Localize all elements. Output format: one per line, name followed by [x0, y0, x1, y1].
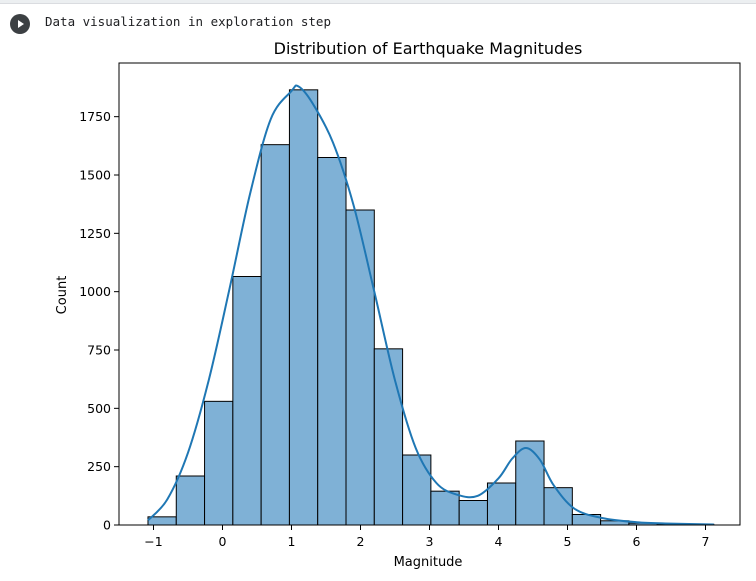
histogram-bar — [515, 440, 545, 526]
cell-text: Data visualization in exploration step — [45, 14, 331, 29]
x-tick-label: 7 — [702, 534, 710, 549]
x-tick-label: 3 — [426, 534, 434, 549]
y-tick-label: 1500 — [79, 168, 111, 183]
x-tick-label: 1 — [288, 534, 296, 549]
y-tick-label: 250 — [87, 459, 111, 474]
histogram-bar — [486, 482, 517, 526]
x-tick-label: 2 — [357, 534, 365, 549]
kde-curve — [147, 84, 714, 526]
y-tick-label: 0 — [103, 518, 111, 533]
y-tick-label: 750 — [87, 343, 111, 358]
histogram-bar — [345, 209, 375, 526]
histogram-bar — [373, 348, 404, 526]
y-tick-label: 1750 — [79, 109, 111, 124]
y-axis-label: Count — [55, 276, 70, 315]
histogram-bar — [458, 500, 488, 526]
top-divider — [0, 0, 756, 4]
x-tick-label: 0 — [219, 534, 227, 549]
play-icon — [18, 20, 24, 28]
histogram-bars — [147, 89, 715, 526]
x-tick-label: −1 — [144, 534, 162, 549]
y-tick-label: 1250 — [79, 226, 111, 241]
chart-title: Distribution of Earthquake Magnitudes — [274, 39, 583, 58]
x-tick-label: 6 — [633, 534, 641, 549]
histogram-bar — [543, 487, 573, 526]
y-axis: 0 250 500 750 1000 1250 1500 1750 — [79, 109, 119, 533]
y-tick-label: 500 — [87, 401, 111, 416]
histogram-bar — [147, 516, 177, 526]
histogram-bar — [317, 157, 347, 526]
x-tick-label: 4 — [495, 534, 503, 549]
run-cell-button[interactable] — [10, 14, 30, 34]
y-tick-label: 1000 — [79, 284, 111, 299]
x-axis-label: Magnitude — [394, 555, 463, 570]
histogram-bar — [430, 490, 460, 526]
histogram-bar — [260, 144, 290, 526]
histogram-bar — [232, 276, 262, 526]
x-axis: −1 0 1 2 3 4 5 6 7 — [144, 525, 709, 549]
histogram-bar — [402, 454, 432, 526]
histogram-bar — [175, 475, 206, 526]
notebook-cell-header: Data visualization in exploration step — [0, 6, 756, 38]
histogram-bar — [204, 400, 234, 526]
x-tick-label: 5 — [564, 534, 572, 549]
histogram-bar — [288, 89, 319, 526]
